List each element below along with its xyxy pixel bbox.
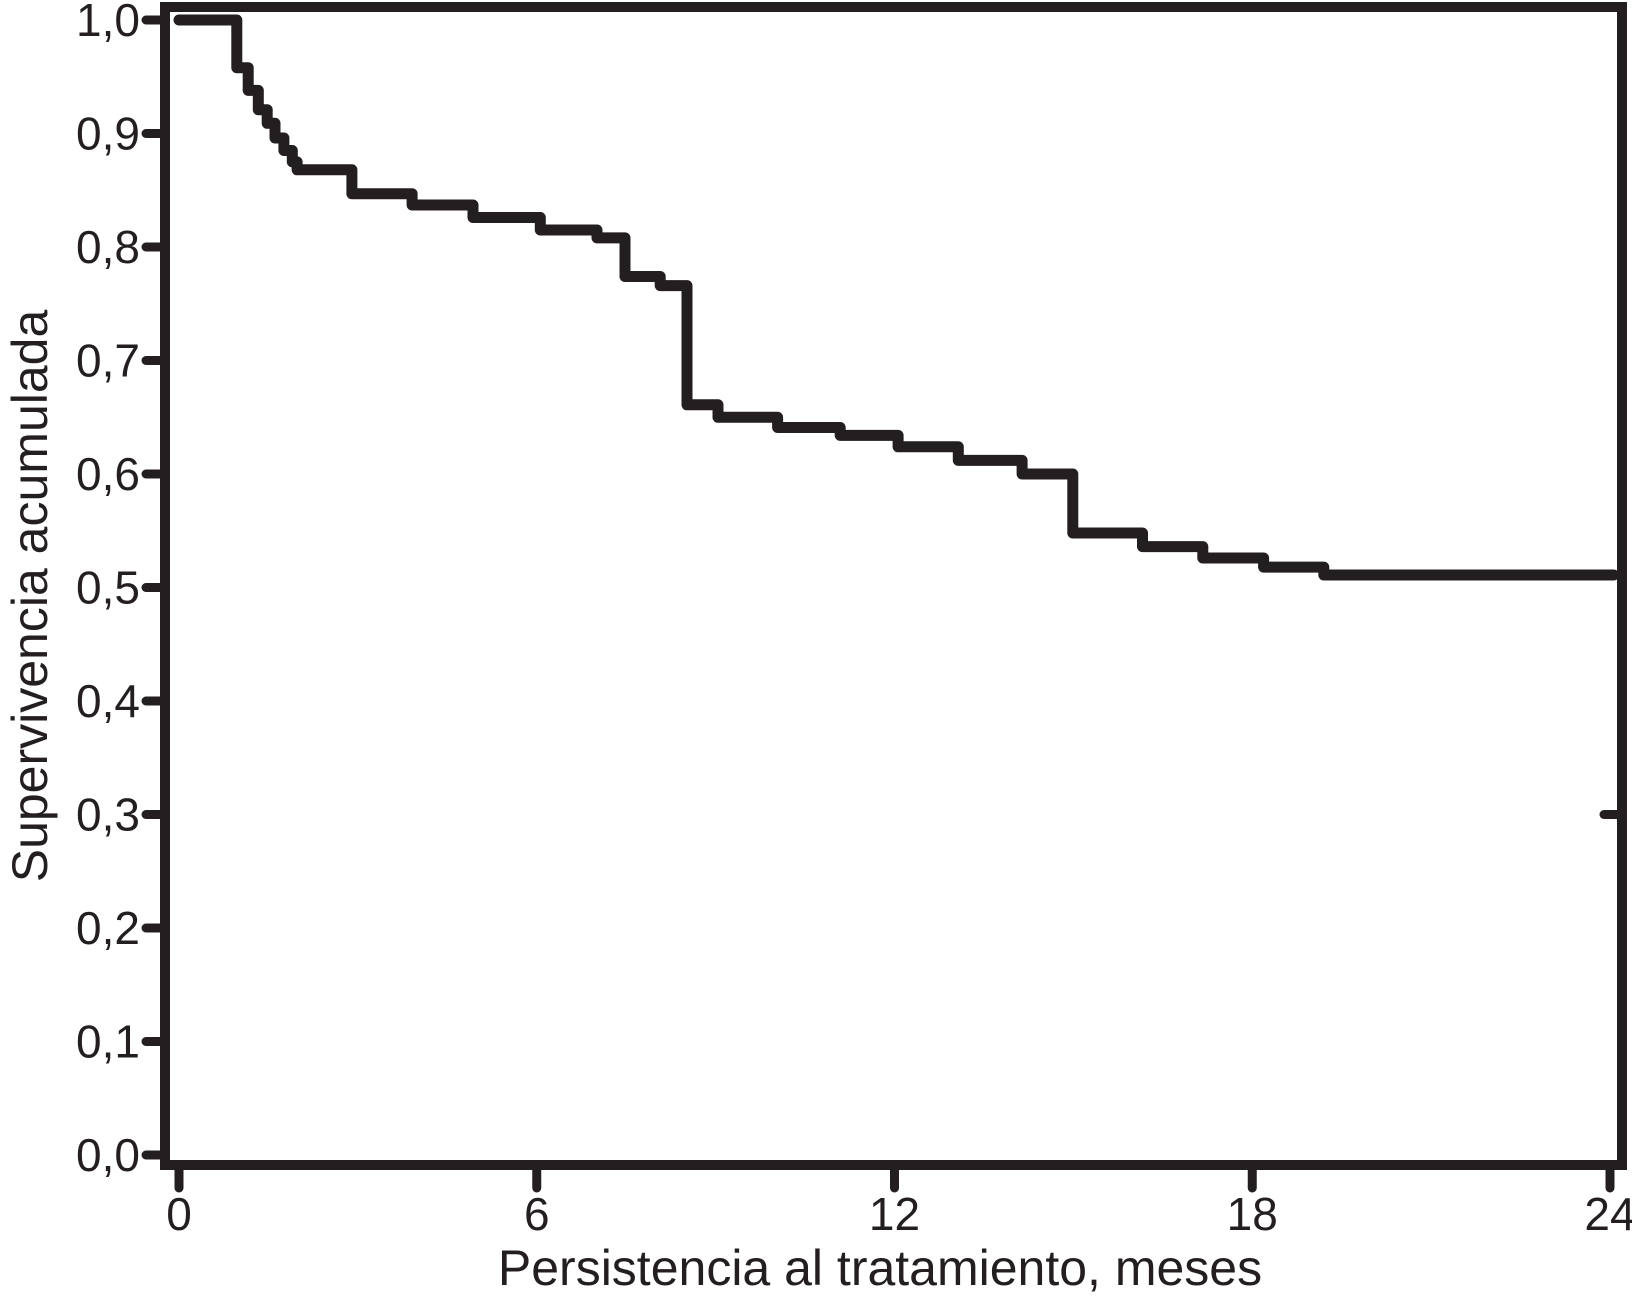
x-axis-tick-labels: 0 6 12 18 24 [166, 1188, 1632, 1240]
y-tick-label: 0,4 [76, 675, 140, 727]
y-tick-label: 0,2 [76, 902, 140, 954]
x-axis-title: Persistencia al tratamiento, meses [498, 1240, 1262, 1296]
y-tick-label: 1,0 [76, 0, 140, 46]
y-axis-tick-labels: 0,0 0,1 0,2 0,3 0,4 0,5 0,6 0,7 0,8 0,9 1,0 [76, 0, 140, 1181]
y-tick-label: 0,8 [76, 221, 140, 273]
x-tick-label: 12 [869, 1188, 920, 1240]
y-tick-label: 0,3 [76, 789, 140, 841]
x-axis-ticks [174, 1164, 1615, 1193]
y-tick-label: 0,7 [76, 335, 140, 387]
y-tick-label: 0,9 [76, 108, 140, 160]
kaplan-meier-curve [173, 14, 1620, 581]
x-tick-label: 0 [166, 1188, 192, 1240]
x-tick-label: 18 [1227, 1188, 1278, 1240]
plot-frame [160, 2, 1627, 1170]
y-axis-title: Supervivencia acumulada [2, 310, 58, 883]
y-tick-label: 0,1 [76, 1016, 140, 1068]
y-tick-label: 0,6 [76, 448, 140, 500]
x-tick-label: 6 [524, 1188, 550, 1240]
x-tick-label: 24 [1584, 1188, 1632, 1240]
y-axis-ticks [141, 15, 165, 1160]
y-tick-label: 0,5 [76, 562, 140, 614]
y-tick-label: 0,0 [76, 1129, 140, 1181]
